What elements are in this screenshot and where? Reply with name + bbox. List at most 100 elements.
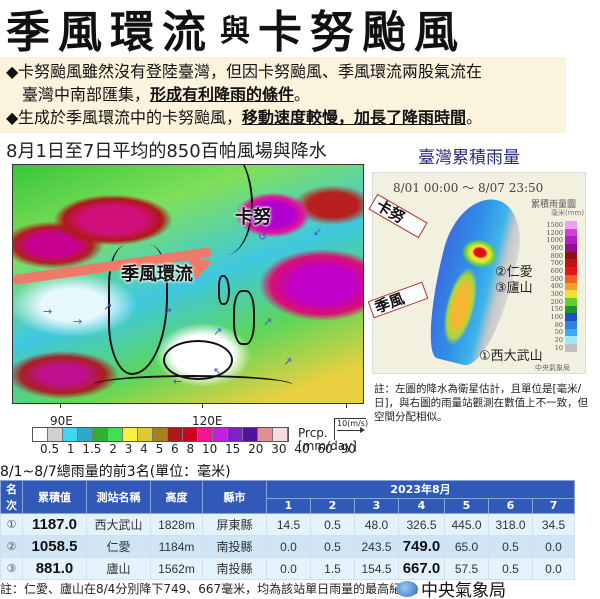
legend-swatch [565,297,577,306]
precip-colorbar: 90E 120E 0.5 1 1.5 2 3 4 5 6 8 10 15 20 … [32,413,368,456]
colorbar-swatch [213,428,228,441]
colorbar-swatch [168,428,183,441]
colorbar-swatch [108,428,123,441]
daily-cell: 65.0 [444,535,489,558]
legend-label: 700 [550,259,563,268]
typhoon-arrow: 卡努 [368,193,428,239]
header-rank: 名次 [0,480,23,514]
axis-tick [202,404,203,408]
daily-cell: 318.0 [488,513,533,536]
total-cell: 1058.5 [22,535,87,558]
colorbar-swatch [273,428,288,441]
daily-cell: 445.0 [444,513,489,536]
legend-row: 800 [545,252,585,260]
header-height: 高度 [150,480,203,514]
legend-swatch [565,251,577,260]
legend-swatch [565,236,577,245]
coastline-taiwan [218,275,230,305]
legend-label: 50 [554,328,563,337]
legend-swatch [565,221,577,229]
legend-row: 100 [545,313,585,321]
legend-row: 20 [545,336,585,344]
colorbar-swatch [138,428,153,441]
legend-label: 800 [550,251,563,260]
legend-swatch [565,328,577,337]
station-cell: 仁愛 [86,535,151,558]
page-title: 季風環流 與 卡努颱風 [0,0,600,58]
legend-label: 500 [550,274,563,283]
legend-label: 1000 [546,236,563,245]
legend-row: 50 [545,328,585,337]
bullet-1-line-2: 臺灣中南部匯集，形成有利降雨的條件。 [22,85,311,104]
bullet-1-line-1: ◆卡努颱風雖然沒有登陸臺灣，但因卡努颱風、季風環流兩股氣流在 [6,62,483,81]
station-xidawu-label: ①西大武山 [479,349,543,364]
legend-label: 20 [554,336,563,345]
daily-cell: 243.5 [354,535,399,558]
colorbar-swatch [228,428,243,441]
wind-vector-icon: → [43,305,53,318]
emphasis-text: 形成有利降雨的條件 [150,85,295,104]
wind-map-title: 8月1日至7日平均的850百帕風場與降水 [6,141,327,162]
legend-label: 300 [550,290,563,299]
legend-row: 600 [545,267,585,275]
legend-unit: 毫米(mm) [551,209,585,217]
legend-swatch [565,228,577,237]
daily-cell: 34.5 [531,513,576,536]
agency-mark: 中央氣象局 [535,364,570,372]
legend-label: 1500 [546,220,563,229]
table-title: 8/1~8/7總雨量的前3名(單位：毫米) [0,464,231,480]
station-cell: 廬山 [86,557,151,580]
axis-tick [346,404,347,408]
daily-cell: 0.5 [310,513,355,536]
header-day: 5 [444,497,489,515]
colorbar-swatch [33,428,48,441]
daily-cell-record: 667.0 [398,557,445,580]
colorbar-swatch [153,428,168,441]
colorbar-swatch [93,428,108,441]
agency-name: 中央氣象局 [421,581,506,599]
monsoon-label: 季風環流 [121,264,193,285]
daily-cell: 326.5 [398,513,445,536]
taiwan-rain-title: 臺灣累積雨量 [418,148,520,168]
legend-row: 10 [545,344,585,352]
wind-vector-icon: ↗ [283,355,293,368]
precip-unit-label: Prcp. [mm/day] [298,426,357,453]
reference-arrow-icon [337,427,365,433]
county-cell: 屏東縣 [202,513,267,536]
legend-row: 200 [545,298,585,306]
colorbar-swatch [123,428,138,441]
footer-note: 註：仁愛、廬山在8/4分別降下749、667毫米，均為該站單日雨量的最高紀錄。 [0,582,426,596]
daily-cell: 0.5 [488,535,533,558]
daily-cell: 154.5 [354,557,399,580]
header-day: 7 [531,497,576,515]
legend-row: 1200 [545,229,585,237]
daily-cell-record: 749.0 [398,535,445,558]
header-month: 2023年8月 [265,480,576,499]
legend-row: 300 [545,290,585,298]
legend-swatch [565,274,577,283]
header-day: 3 [354,497,399,515]
cwb-logo-icon [396,580,418,597]
legend-label: 400 [550,282,563,291]
colorbar-swatch [63,428,78,441]
colorbar-swatch [48,428,63,441]
height-cell: 1184m [150,535,203,558]
legend-label: 80 [554,320,563,329]
legend-swatch [565,259,577,268]
legend-swatch [565,290,577,298]
lon-label-120e: 120E [192,414,223,428]
legend-row: 1500 [545,221,585,229]
colorbar-swatch [243,428,258,441]
rank-cell: ② [0,535,23,558]
map-x-axis [12,404,364,418]
coastline-indonesia [93,375,293,395]
daily-cell: 48.0 [354,513,399,536]
diamond-bullet-icon: ◆ [6,108,19,127]
header-station: 測站名稱 [86,480,151,514]
height-cell: 1562m [150,557,203,580]
colorbar-swatch [183,428,198,441]
title-part1: 季風環流 [6,7,214,58]
daily-cell: 1.5 [310,557,355,580]
header-county: 縣市 [202,480,267,514]
daily-cell: 0.0 [266,535,311,558]
